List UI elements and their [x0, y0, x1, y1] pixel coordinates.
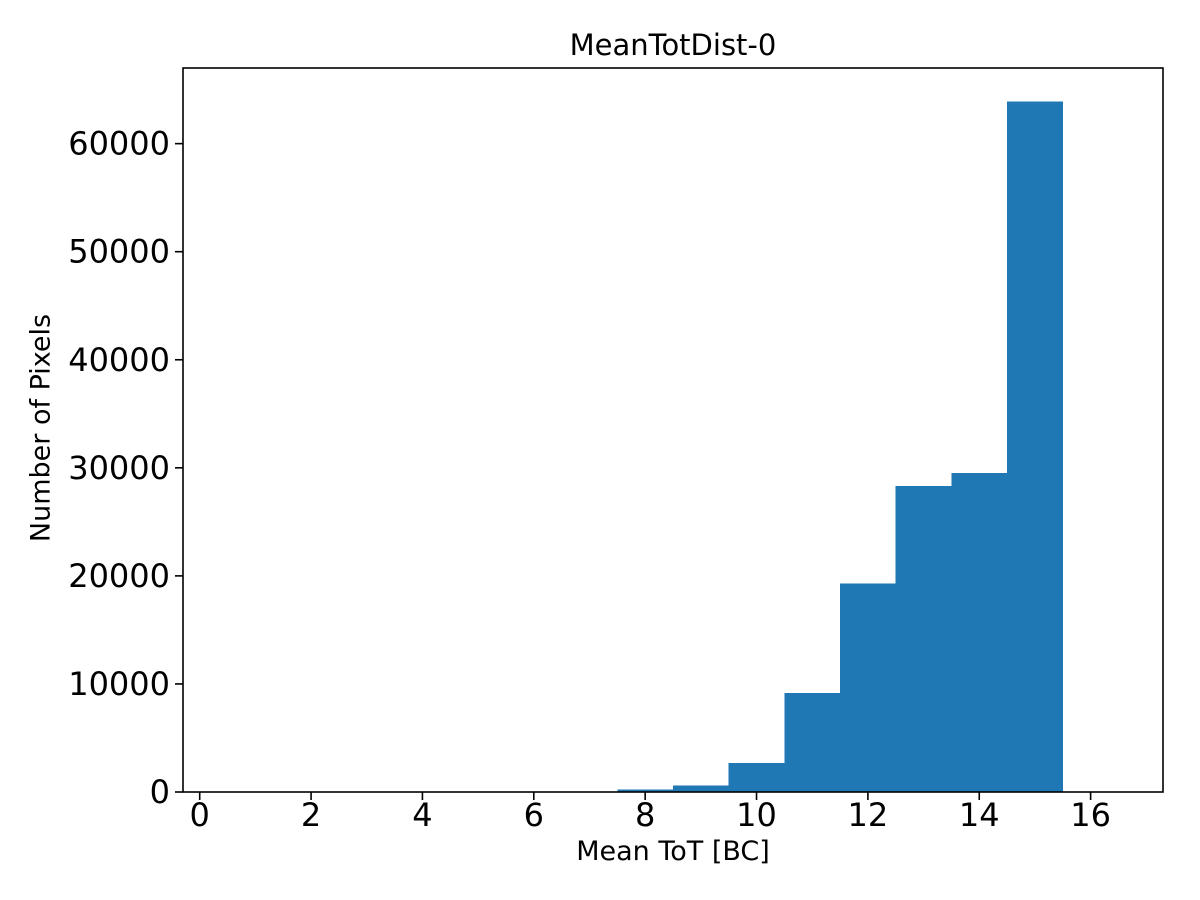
- histogram-bar: [951, 473, 1008, 792]
- histogram-bar: [895, 486, 952, 792]
- x-tick-label: 8: [635, 796, 655, 834]
- histogram-bar: [673, 785, 729, 792]
- y-tick-label: 40000: [68, 341, 170, 379]
- y-tick-label: 0: [150, 773, 170, 811]
- x-tick-label: 16: [1070, 796, 1111, 834]
- y-tick-label: 50000: [68, 233, 170, 271]
- axes-frame: [182, 67, 1164, 793]
- histogram-bar: [617, 789, 673, 792]
- x-tick-label: 4: [412, 796, 432, 834]
- y-axis-label: Number of Pixels: [25, 313, 57, 543]
- x-tick-label: 14: [959, 796, 1000, 834]
- x-tick-label: 2: [301, 796, 321, 834]
- y-tick-label: 30000: [68, 449, 170, 487]
- y-tick-label: 10000: [68, 665, 170, 703]
- x-tick-label: 12: [848, 796, 889, 834]
- chart-title: MeanTotDist-0: [569, 28, 777, 62]
- histogram-bar: [840, 583, 896, 792]
- histogram-bar: [1007, 101, 1063, 792]
- x-axis-label: Mean ToT [BC]: [576, 836, 770, 867]
- histogram-bar: [784, 693, 841, 792]
- y-tick-label: 20000: [68, 557, 170, 595]
- x-tick-label: 6: [524, 796, 544, 834]
- x-tick-label: 0: [190, 796, 210, 834]
- x-tick-label: 10: [736, 796, 777, 834]
- y-tick-label: 60000: [68, 125, 170, 163]
- histogram-bar: [728, 762, 785, 792]
